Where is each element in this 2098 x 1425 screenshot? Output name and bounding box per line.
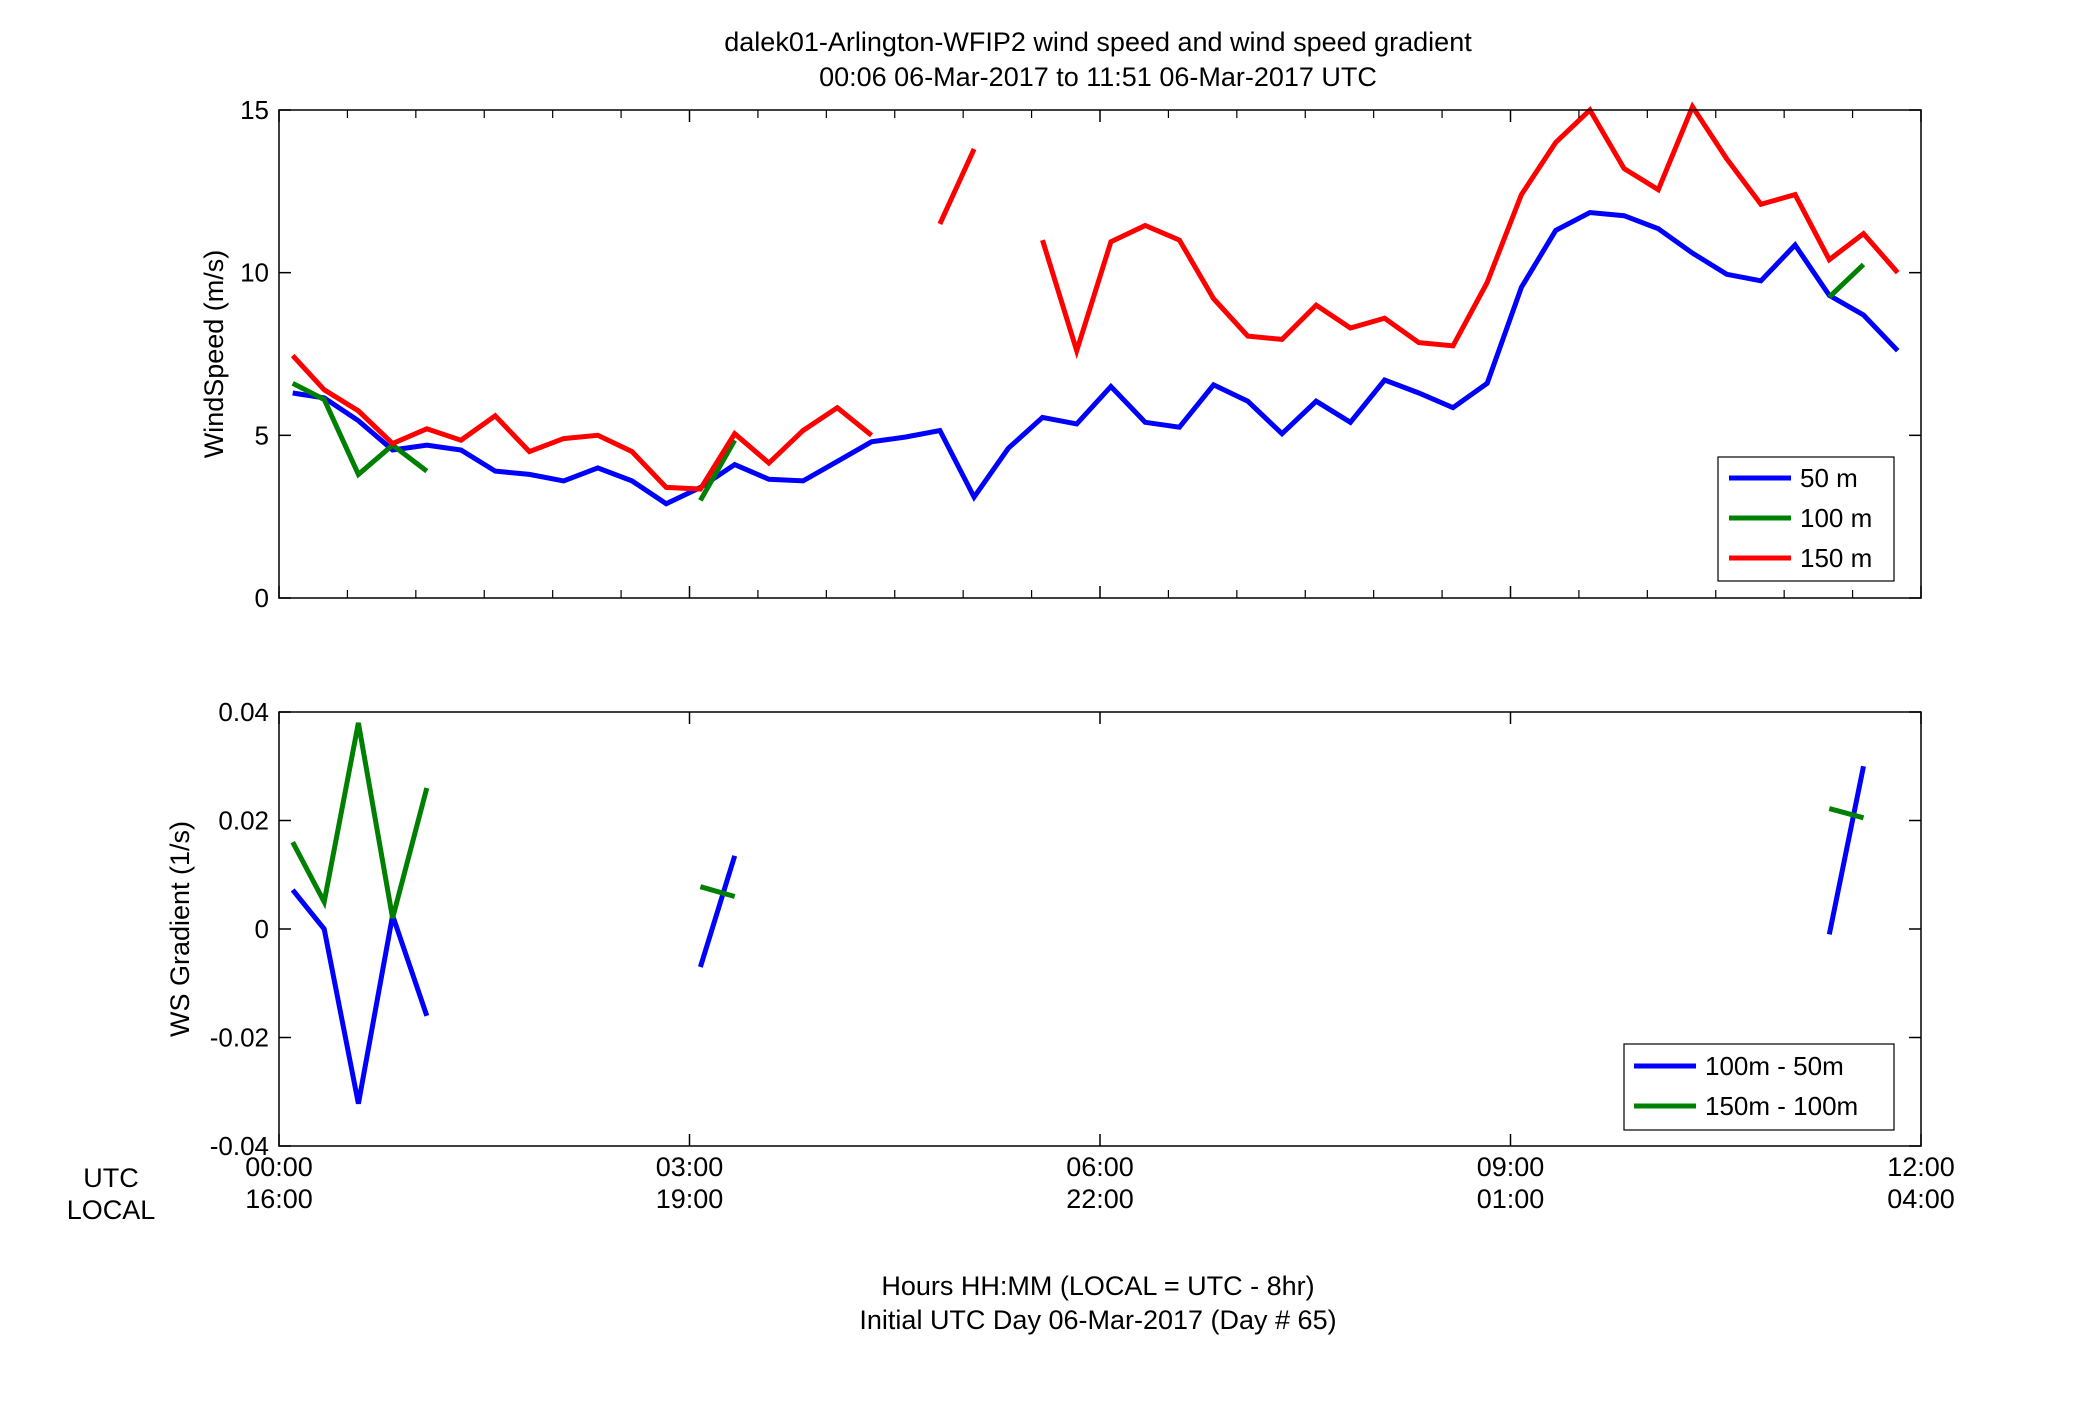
legend-label-150m-100m: 150m - 100m [1705, 1091, 1858, 1121]
legend-label-150m: 150 m [1800, 543, 1872, 573]
wind-speed-panel: 0 5 10 15 WindSpeed (m/s) 50 m 100 m 150 m [199, 95, 1922, 613]
gradient-line-150m-100m-seg-3 [1828, 806, 1865, 821]
x-tick-label-local: 16:00 [245, 1184, 313, 1214]
gradient-y-tick-label: -0.02 [210, 1023, 269, 1053]
wind-speed-line-100-m-seg-2 [698, 438, 737, 502]
gradient-line-100m-50m-seg-3 [1826, 765, 1866, 935]
x-tick-label-local: 19:00 [656, 1184, 724, 1214]
legend-label-50m: 50 m [1800, 463, 1858, 493]
gradient-legend: 100m - 50m 150m - 100m [1623, 1043, 1895, 1131]
wind-speed-y-tick-label: 5 [255, 420, 269, 450]
legend-label-100m: 100 m [1800, 503, 1872, 533]
gradient-panel: -0.04 -0.02 0 0.02 0.04 WS Gradient (1/s) 10… [165, 697, 1922, 1161]
row-label-local: LOCAL [67, 1195, 156, 1225]
gradient-y-label: WS Gradient (1/s) [165, 821, 195, 1037]
gradient-y-tick-label: -0.04 [210, 1131, 269, 1161]
wind-speed-ticks: 0 5 10 15 [240, 95, 1922, 613]
wind-speed-line-100-m-seg-3 [1827, 262, 1866, 299]
x-tick-label-local: 01:00 [1477, 1184, 1545, 1214]
gradient-line-150m-100m-seg-1 [290, 722, 430, 919]
wind-speed-axes-box [278, 109, 1922, 599]
x-tick-label-utc: 06:00 [1066, 1152, 1134, 1182]
wind-speed-line-50-m-seg-1 [292, 209, 1900, 507]
gradient-legend-box [1623, 1043, 1895, 1131]
wind-speed-y-tick-label: 10 [240, 258, 269, 288]
chart-title-line1: dalek01-Arlington-WFIP2 wind speed and w… [724, 27, 1472, 57]
wind-speed-legend: 50 m 100 m 150 m [1717, 456, 1895, 582]
wind-speed-y-tick-label: 15 [240, 95, 269, 125]
gradient-ticks: -0.04 -0.02 0 0.02 0.04 [210, 697, 1922, 1161]
wind-speed-y-tick-label: 0 [255, 583, 269, 613]
x-tick-label-utc: 00:00 [245, 1152, 313, 1182]
row-label-utc: UTC [83, 1163, 139, 1193]
chart-title-line2: 00:06 06-Mar-2017 to 11:51 06-Mar-2017 U… [819, 62, 1377, 92]
wind-speed-line-150-m-seg-3 [1040, 101, 1900, 360]
gradient-y-tick-label: 0.02 [218, 806, 269, 836]
x-axis-label-line2: Initial UTC Day 06-Mar-2017 (Day # 65) [859, 1305, 1336, 1335]
x-tick-label-local: 22:00 [1066, 1184, 1134, 1214]
wind-speed-series [290, 101, 1900, 507]
x-tick-label-utc: 12:00 [1887, 1152, 1955, 1182]
legend-label-100m-50m: 100m - 50m [1705, 1051, 1844, 1081]
wind-speed-line-150-m-seg-1 [290, 353, 874, 492]
wind-speed-line-100-m-seg-1 [291, 381, 429, 479]
gradient-series [290, 722, 1866, 1105]
x-axis-label-line1: Hours HH:MM (LOCAL = UTC - 8hr) [881, 1271, 1314, 1301]
gradient-line-150m-100m-seg-2 [699, 884, 736, 899]
wind-speed-y-label: WindSpeed (m/s) [199, 250, 229, 459]
x-tick-label-utc: 03:00 [656, 1152, 724, 1182]
x-tick-label-local: 04:00 [1887, 1184, 1955, 1214]
gradient-line-100m-50m-seg-2 [698, 855, 738, 968]
gradient-y-tick-label: 0 [255, 914, 269, 944]
x-tick-label-utc: 09:00 [1477, 1152, 1545, 1182]
gradient-y-tick-label: 0.04 [218, 697, 269, 727]
gradient-line-100m-50m-seg-1 [290, 888, 430, 1105]
wind-speed-line-150-m-seg-2 [937, 147, 977, 225]
